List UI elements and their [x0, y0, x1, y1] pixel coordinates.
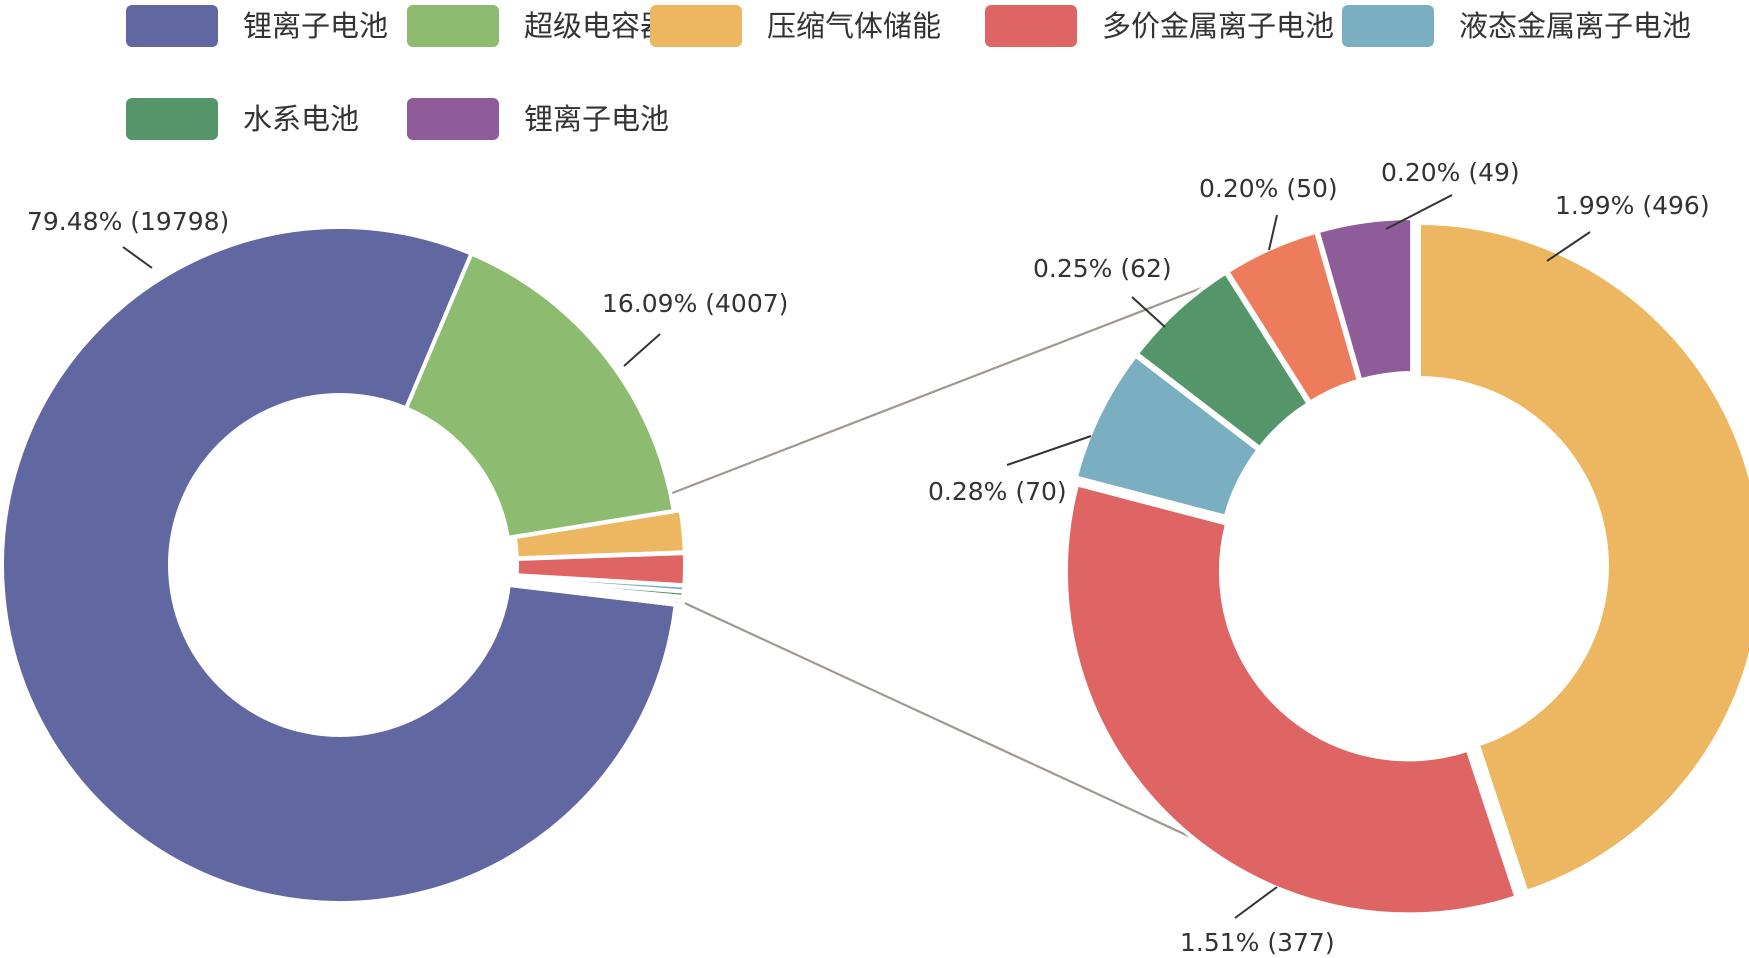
- data-label: 16.09% (4007): [602, 289, 788, 318]
- legend-item: 锂离子电池: [126, 5, 388, 47]
- main-donut: 79.48% (19798) 16.09% (4007): [0, 207, 788, 905]
- data-label: 1.99% (496): [1555, 191, 1710, 220]
- legend-item: 多价金属离子电池: [985, 5, 1334, 47]
- donut-slice: [1073, 353, 1261, 519]
- donut-slice: [0, 225, 678, 905]
- legend-swatch: [407, 5, 499, 47]
- legend-swatch: [126, 5, 218, 47]
- legend-swatch: [1342, 5, 1434, 47]
- legend-label: 锂离子电池: [524, 102, 669, 136]
- donut-slice: [404, 251, 676, 540]
- connector-line-top: [661, 261, 1267, 499]
- label-leader-line: [1234, 886, 1278, 919]
- donut-slice: [1315, 216, 1415, 383]
- data-label: 1.51% (377): [1180, 928, 1335, 957]
- data-label: 0.20% (49): [1381, 158, 1520, 187]
- legend-label: 水系电池: [243, 102, 359, 136]
- donut-slice: [1416, 221, 1749, 894]
- legend-label: 超级电容器: [524, 9, 669, 43]
- label-leader-line: [122, 246, 153, 269]
- legend-item: 水系电池: [126, 98, 359, 140]
- legend-label: 锂离子电池: [243, 9, 388, 43]
- label-leader-line: [1131, 296, 1166, 328]
- legend-label: 压缩气体储能: [767, 9, 941, 43]
- legend-item: 压缩气体储能: [650, 5, 941, 47]
- label-leader-line: [623, 333, 661, 367]
- legend-item: 超级电容器: [407, 5, 669, 47]
- label-leader-line: [1268, 214, 1278, 251]
- detail-donut: 1.99% (496) 1.51% (377) 0.28% (70) 0.25% (6…: [928, 158, 1749, 957]
- legend-item: 液态金属离子电池: [1342, 5, 1691, 47]
- legend-label: 液态金属离子电池: [1459, 9, 1691, 43]
- legend-swatch: [407, 98, 499, 140]
- legend-swatch: [650, 5, 742, 47]
- data-label: 0.25% (62): [1033, 254, 1172, 283]
- legend-swatch: [126, 98, 218, 140]
- label-leader-line: [1546, 231, 1591, 262]
- legend-label: 多价金属离子电池: [1102, 9, 1334, 43]
- label-leader-line: [1006, 435, 1092, 466]
- donut-slice: [1063, 482, 1519, 917]
- data-label: 0.28% (70): [928, 477, 1067, 506]
- donut-slice: [513, 581, 686, 608]
- connector-line-bottom: [664, 593, 1237, 859]
- connector-lines: [661, 261, 1267, 859]
- label-leader-line: [1385, 194, 1453, 230]
- legend-item: 锂离子电池: [407, 98, 669, 140]
- data-label: 79.48% (19798): [27, 207, 229, 236]
- data-label: 0.20% (50): [1199, 174, 1338, 203]
- legend-swatch: [985, 5, 1077, 47]
